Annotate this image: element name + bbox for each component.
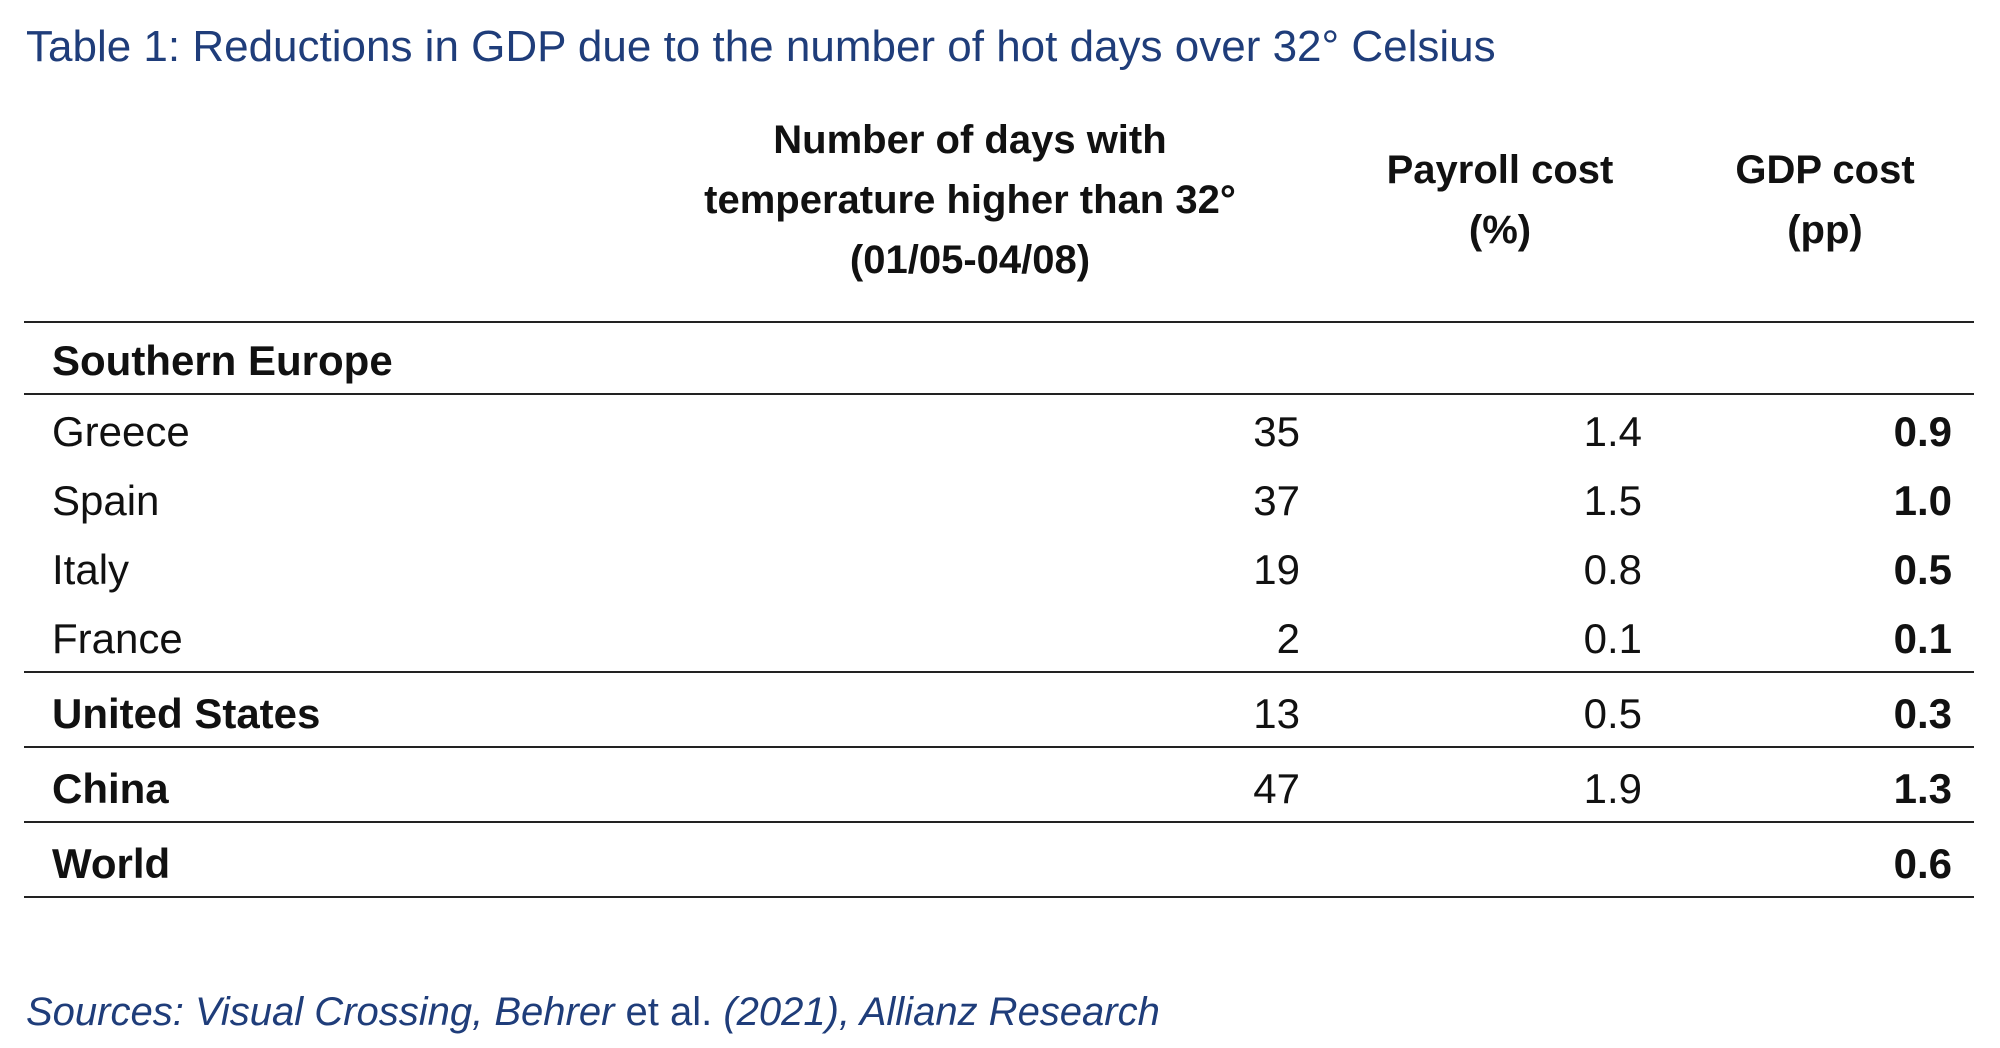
row-divider-france [24,671,1974,673]
header-gdp-line-1: GDP cost [1735,148,1915,192]
cell-gdp-united-states: 0.3 [1893,690,1952,737]
row-label-southern-europe: Southern Europe [52,337,393,384]
row-label-france: France [52,615,183,662]
row-label-china: China [52,765,169,812]
cell-gdp-france: 0.1 [1893,615,1952,662]
cell-days-greece: 35 [1253,408,1300,455]
cell-days-spain: 37 [1253,477,1300,524]
header-gdp-line-2: (pp) [1787,208,1863,252]
cell-gdp-world: 0.6 [1893,840,1952,887]
cell-gdp-spain: 1.0 [1893,477,1952,524]
cell-days-united-states: 13 [1253,690,1300,737]
header-days-line-3: (01/05-04/08) [849,238,1091,282]
header-days: Number of days with temperature higher t… [600,110,1340,290]
cell-payroll-italy: 0.8 [1583,546,1642,593]
cell-days-italy: 19 [1253,546,1300,593]
row-label-world: World [52,840,171,887]
source-note: Sources: Visual Crossing, Behrer et al. … [26,990,1160,1035]
header-divider [24,321,1974,323]
cell-payroll-china: 1.9 [1583,765,1642,812]
cell-payroll-greece: 1.4 [1583,408,1642,455]
row-label-united-states: United States [52,690,321,737]
table-title: Table 1: Reductions in GDP due to the nu… [26,22,1496,71]
header-payroll-line-2: (%) [1468,208,1532,252]
row-label-greece: Greece [52,408,190,455]
header-days-line-2: temperature higher than 32° [704,178,1236,222]
row-divider-united-states [24,746,1974,748]
header-days-line-1: Number of days with [773,118,1167,162]
cell-payroll-france: 0.1 [1583,615,1642,662]
cell-days-france: 2 [1276,615,1300,662]
source-part-2: et al. [625,990,713,1034]
group-divider [24,393,1974,395]
cell-gdp-italy: 0.5 [1893,546,1952,593]
cell-payroll-united-states: 0.5 [1583,690,1642,737]
row-label-italy: Italy [52,546,130,593]
cell-gdp-china: 1.3 [1893,765,1952,812]
cell-payroll-spain: 1.5 [1583,477,1642,524]
cell-gdp-greece: 0.9 [1893,408,1952,455]
header-payroll: Payroll cost (%) [1330,140,1670,260]
row-label-spain: Spain [52,477,160,524]
header-gdp: GDP cost (pp) [1660,140,1990,260]
table-bottom-rule [24,896,1974,898]
source-part-1: Sources: Visual Crossing, Behrer [26,990,626,1034]
source-part-3: (2021), Allianz Research [712,990,1160,1034]
row-divider-china [24,821,1974,823]
cell-days-china: 47 [1253,765,1300,812]
header-payroll-line-1: Payroll cost [1386,148,1614,192]
